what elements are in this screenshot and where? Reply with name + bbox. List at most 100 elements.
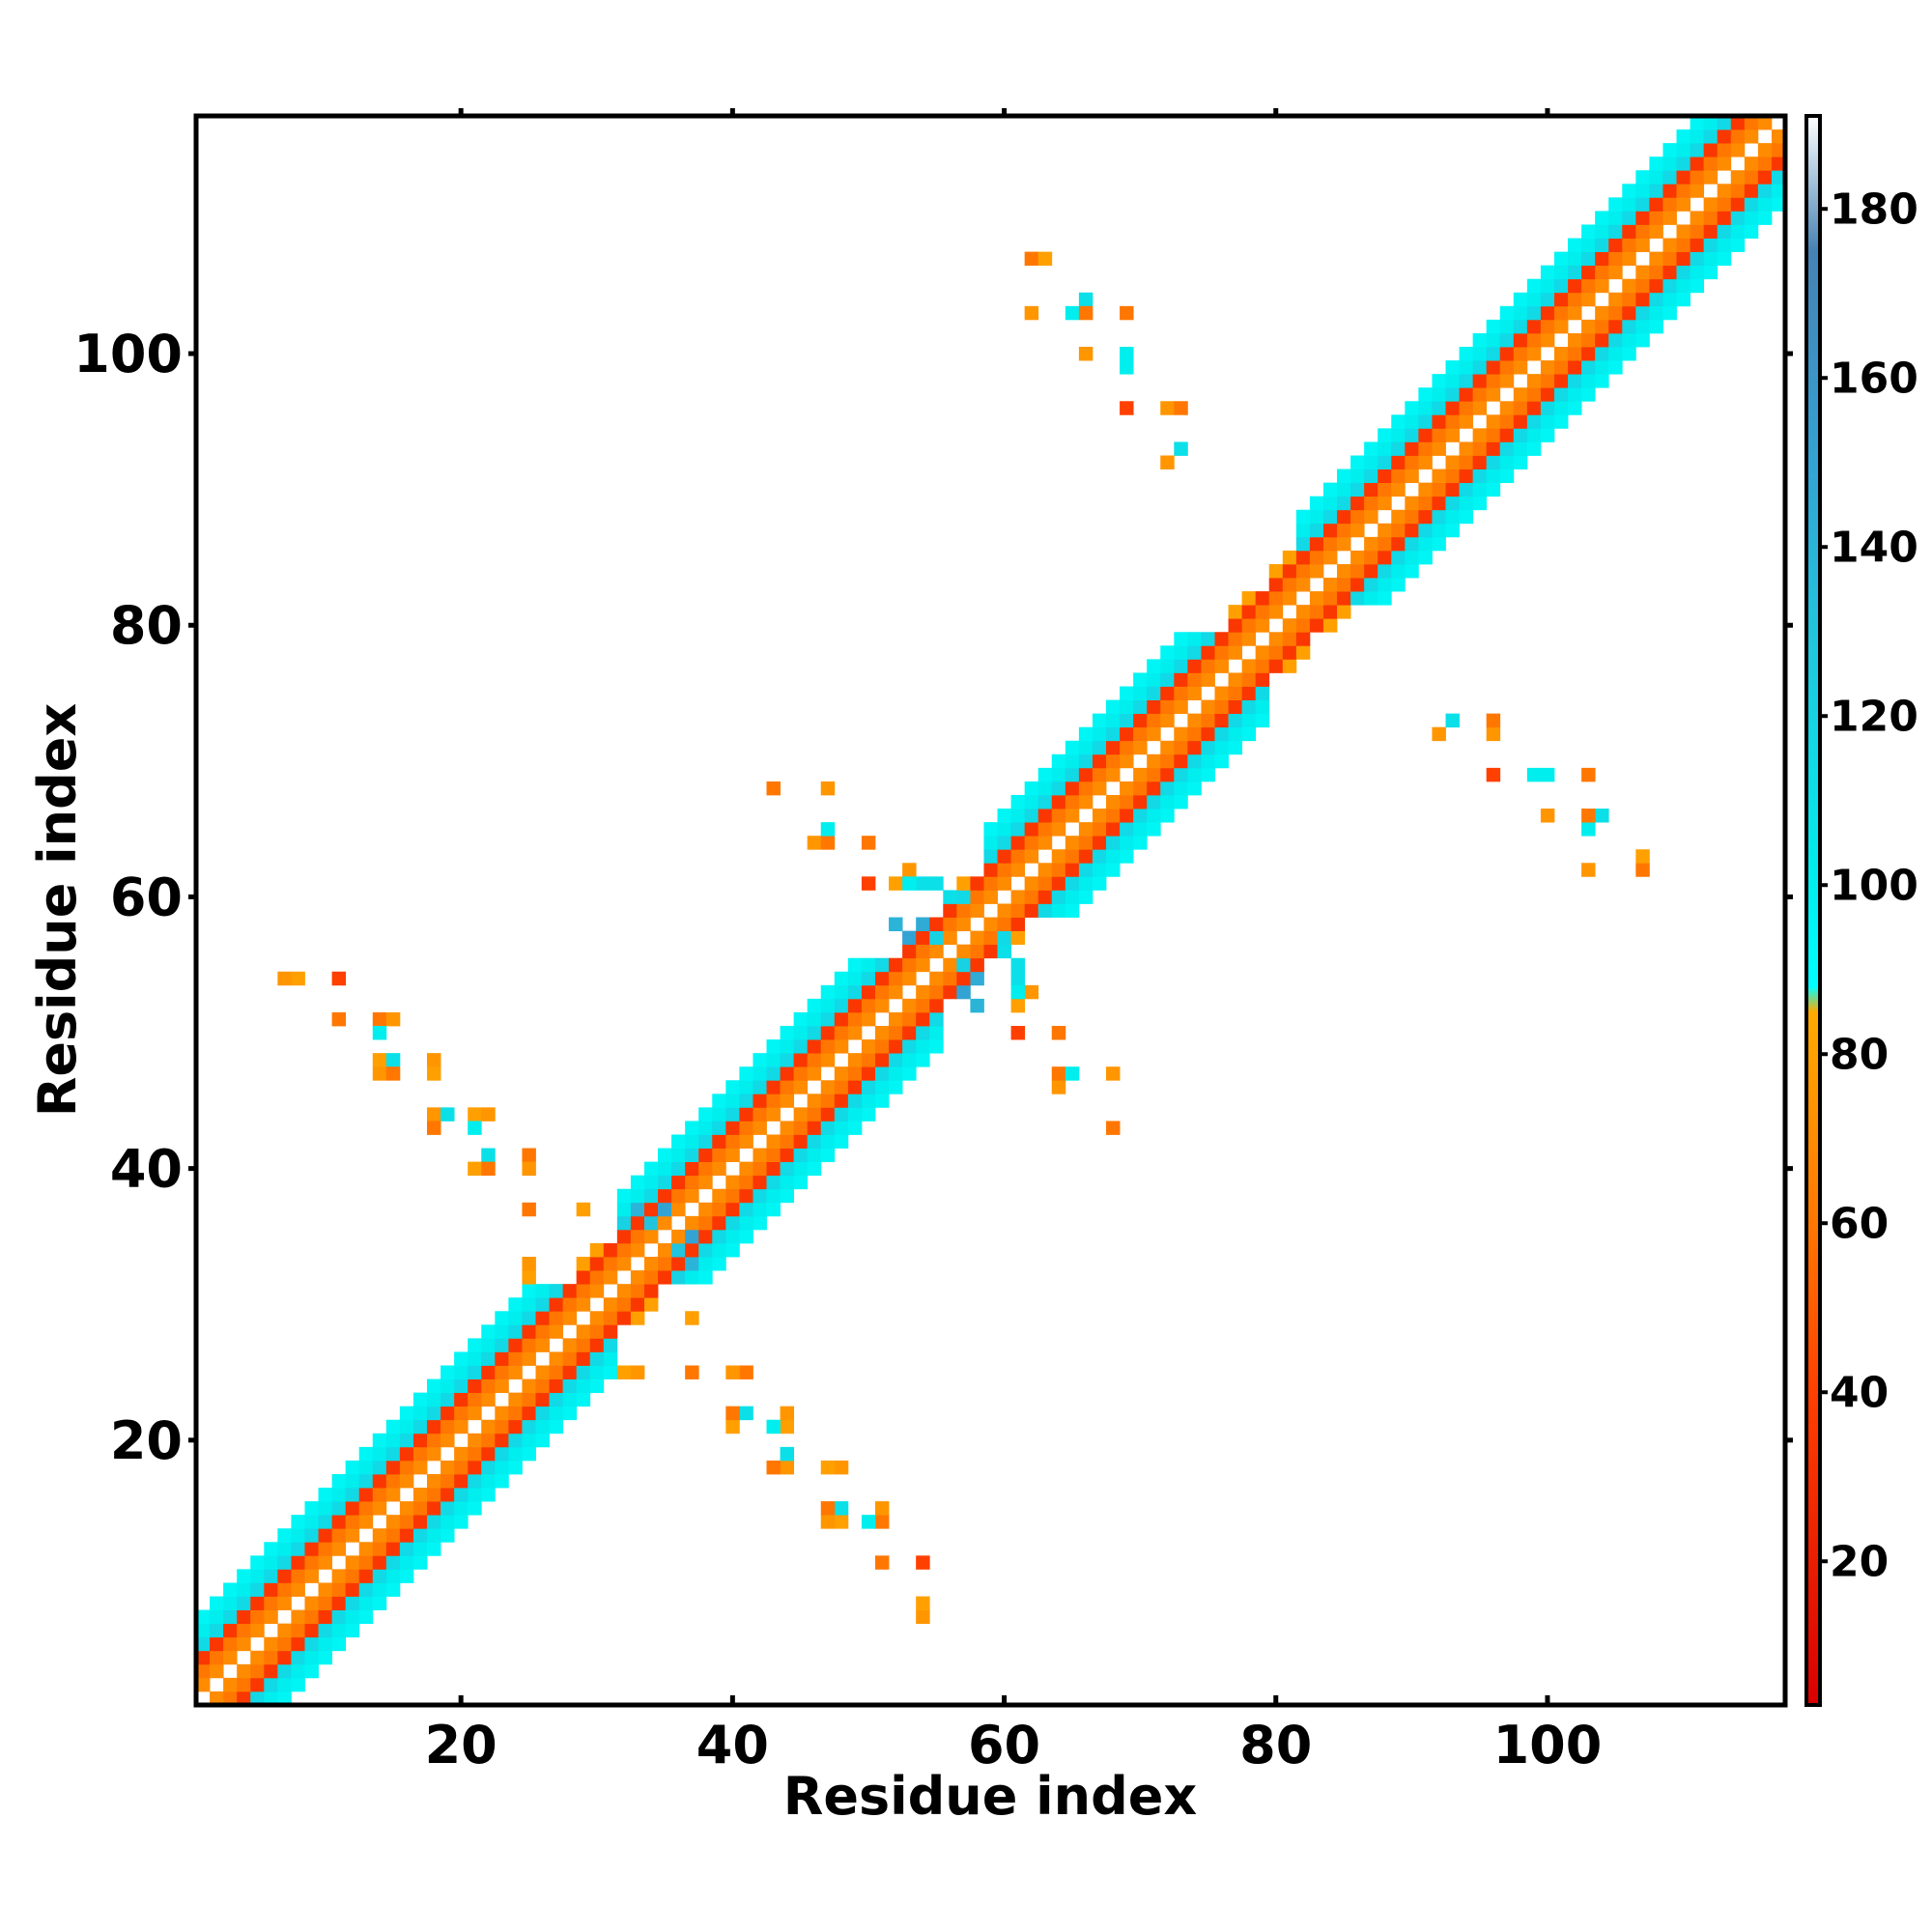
heatmap-cell [1309, 536, 1324, 552]
heatmap-cell [1472, 347, 1488, 361]
heatmap-cell [630, 1284, 645, 1298]
heatmap-cell [1282, 618, 1297, 633]
heatmap-cell [889, 971, 903, 986]
heatmap-cell [223, 1582, 238, 1597]
heatmap-cell [1662, 197, 1677, 212]
heatmap-cell [291, 1569, 305, 1583]
heatmap-cell [739, 1202, 753, 1217]
heatmap-cell [1268, 578, 1284, 592]
heatmap-cell [834, 1121, 849, 1135]
heatmap-cell [1160, 713, 1175, 728]
heatmap-cell [1378, 496, 1392, 511]
heatmap-cell [1174, 767, 1188, 782]
colorbar: 20 40 60 80 100 120 140 160 180 [1804, 114, 1918, 1707]
heatmap-cell [1757, 184, 1773, 198]
heatmap-cell [1568, 347, 1582, 361]
heatmap-cell [1581, 319, 1596, 334]
heatmap-cell [318, 1582, 332, 1597]
heatmap-cell [861, 1515, 876, 1529]
heatmap-cell [549, 1419, 564, 1435]
heatmap-cell [1174, 740, 1188, 755]
heatmap-cell [250, 1582, 265, 1597]
heatmap-cell [291, 1609, 305, 1625]
heatmap-cell [1730, 197, 1746, 212]
heatmap-cell [1432, 509, 1446, 525]
heatmap-cell [685, 1134, 699, 1149]
heatmap-cell [1255, 699, 1270, 715]
heatmap-cell [1432, 523, 1446, 538]
heatmap-cell [1649, 251, 1663, 267]
heatmap-cell [1160, 672, 1175, 687]
heatmap-cell [1581, 238, 1596, 252]
heatmap-cell [1214, 726, 1229, 742]
heatmap-cell [454, 1501, 469, 1516]
heatmap-cell [1051, 822, 1066, 837]
heatmap-cell [427, 1501, 441, 1516]
heatmap-cell [630, 1311, 645, 1325]
heatmap-cell [345, 1501, 360, 1516]
heatmap-cell [1133, 672, 1148, 687]
heatmap-cell [1337, 563, 1351, 579]
heatmap-cell [1106, 849, 1121, 864]
heatmap-cell [1649, 184, 1663, 198]
heatmap-cell [902, 930, 917, 946]
heatmap-cell [1418, 401, 1433, 415]
heatmap-cell [1214, 753, 1229, 769]
heatmap-cell [929, 1039, 944, 1054]
heatmap-cell [589, 1242, 605, 1258]
heatmap-cell [929, 998, 944, 1013]
heatmap-cell [399, 1569, 414, 1583]
heatmap-cell [1513, 387, 1528, 402]
heatmap-cell [983, 822, 998, 837]
heatmap-cell [1187, 753, 1202, 769]
heatmap-cell [331, 1636, 347, 1652]
heatmap-cell [1295, 605, 1311, 619]
heatmap-cell [468, 1338, 482, 1352]
heatmap-cell [861, 957, 876, 973]
colorbar-tick-label: 160 [1830, 354, 1918, 403]
heatmap-cell [916, 957, 930, 973]
heatmap-cell [956, 971, 971, 986]
heatmap-cell [1010, 863, 1026, 877]
heatmap-cell [1051, 849, 1066, 864]
heatmap-cell [1635, 319, 1650, 334]
heatmap-cell [1703, 156, 1719, 171]
heatmap-cell [1540, 332, 1555, 348]
heatmap-cell [1024, 890, 1039, 904]
heatmap-cell [427, 1378, 441, 1394]
heatmap-cell [1010, 930, 1026, 946]
heatmap-cell [264, 1596, 278, 1610]
heatmap-cell [1024, 251, 1039, 267]
heatmap-cell [997, 849, 1011, 864]
heatmap-cell [1581, 809, 1596, 823]
heatmap-cell [1690, 211, 1705, 225]
heatmap-cell [685, 1257, 699, 1271]
heatmap-cell [1364, 496, 1378, 511]
heatmap-cell [304, 1569, 319, 1583]
heatmap-cell [562, 1338, 578, 1352]
heatmap-cell [291, 1623, 305, 1638]
heatmap-cell [549, 1284, 564, 1298]
heatmap-cell [549, 1406, 564, 1421]
heatmap-cell [1459, 374, 1474, 388]
heatmap-cell [1432, 726, 1446, 742]
heatmap-cell [1147, 753, 1161, 769]
heatmap-cell [970, 890, 984, 904]
heatmap-cell [1268, 591, 1284, 606]
heatmap-cell [1010, 794, 1026, 810]
heatmap-cell [508, 1392, 523, 1407]
heatmap-cell [1432, 496, 1446, 511]
heatmap-cell [440, 1501, 455, 1516]
heatmap-cell [1337, 469, 1351, 484]
heatmap-cell [495, 1419, 509, 1435]
heatmap-cell [345, 1609, 360, 1625]
heatmap-cell [1432, 469, 1446, 484]
heatmap-cell [1744, 170, 1759, 185]
heatmap-cell [766, 1080, 781, 1094]
heatmap-cell [1622, 319, 1636, 334]
heatmap-cell [1513, 332, 1528, 348]
heatmap-cell [1472, 360, 1488, 375]
heatmap-cell [1147, 686, 1161, 700]
heatmap-cell [372, 1053, 387, 1067]
heatmap-cell [372, 1066, 387, 1081]
